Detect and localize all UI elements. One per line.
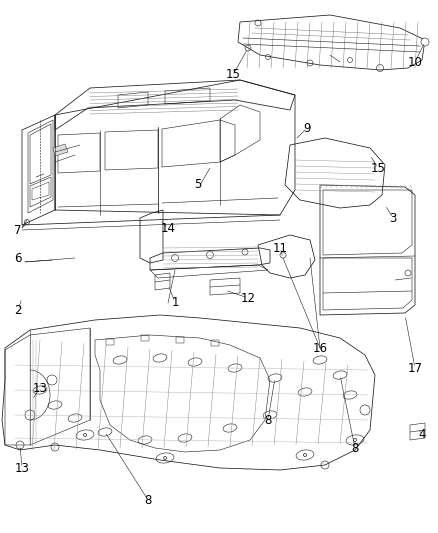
Circle shape	[421, 38, 429, 46]
Text: 4: 4	[418, 429, 426, 441]
Text: 10: 10	[408, 55, 422, 69]
Text: 5: 5	[194, 179, 201, 191]
Text: 14: 14	[160, 222, 176, 235]
Text: 15: 15	[226, 69, 240, 82]
Text: 16: 16	[312, 342, 328, 354]
Text: 13: 13	[14, 462, 29, 474]
Text: 8: 8	[351, 441, 359, 455]
Circle shape	[163, 456, 166, 459]
Circle shape	[353, 439, 357, 441]
Text: 3: 3	[389, 212, 397, 224]
Text: 11: 11	[272, 241, 287, 254]
Text: 13: 13	[32, 382, 47, 394]
Polygon shape	[53, 144, 68, 156]
Text: 17: 17	[407, 361, 423, 375]
Text: 6: 6	[14, 252, 22, 264]
Circle shape	[304, 454, 307, 456]
Text: 2: 2	[14, 303, 22, 317]
Text: 8: 8	[264, 414, 272, 426]
Text: 12: 12	[240, 292, 255, 304]
Text: 9: 9	[303, 122, 311, 134]
Text: 1: 1	[171, 295, 179, 309]
Text: 15: 15	[371, 161, 385, 174]
Circle shape	[84, 433, 86, 437]
Text: 7: 7	[14, 223, 22, 237]
Text: 8: 8	[144, 494, 152, 506]
